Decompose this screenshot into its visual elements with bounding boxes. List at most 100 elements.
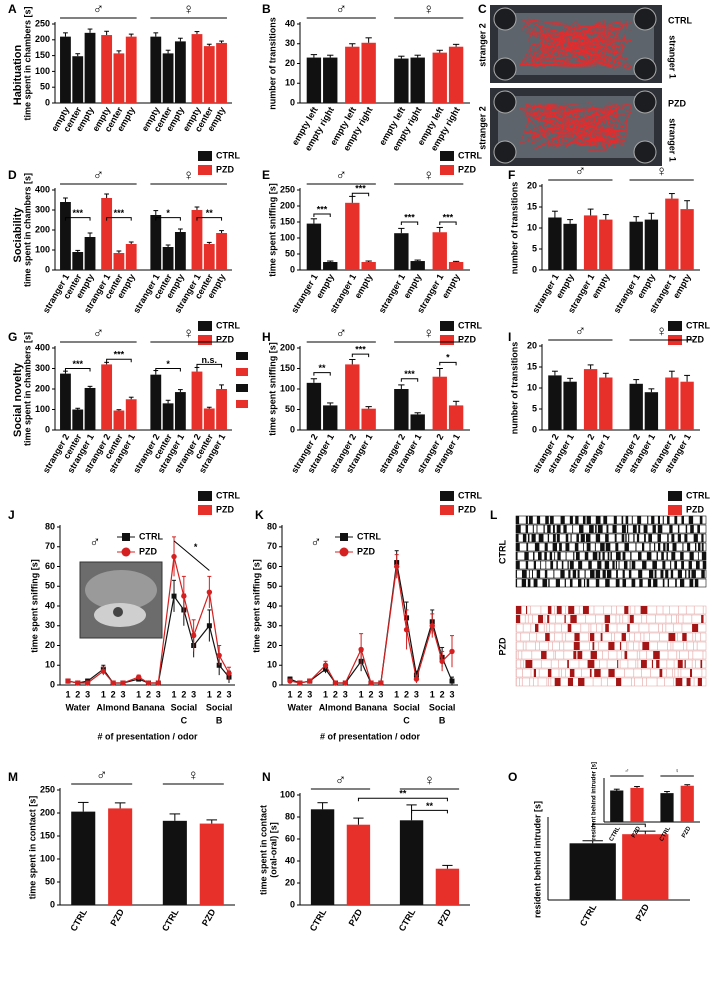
annotation-line — [173, 540, 210, 571]
group-label: ♀ — [656, 163, 667, 180]
raster-event — [667, 579, 670, 587]
y-tick-label: 20 — [45, 640, 55, 650]
bar — [216, 389, 227, 430]
bar — [448, 46, 464, 103]
x-tick-label: 1 — [101, 689, 106, 699]
raster-event — [627, 660, 629, 668]
x-subgroup-label: B — [216, 715, 223, 725]
raster-row — [515, 659, 707, 669]
x-group-label: Social — [206, 702, 233, 712]
raster-event — [701, 543, 704, 551]
y-tick-label: 100 — [280, 383, 295, 393]
raster-event — [695, 660, 696, 668]
marker — [145, 680, 152, 686]
raster-event — [559, 642, 560, 650]
x-tick-label: 2 — [440, 689, 445, 699]
raster-event — [521, 651, 523, 659]
raster-event — [654, 570, 657, 578]
raster-event — [694, 579, 699, 587]
raster-event — [545, 516, 549, 524]
raster-event — [536, 516, 541, 524]
marker — [216, 652, 222, 659]
raster-event — [621, 525, 626, 533]
raster-event — [606, 525, 609, 533]
raster-event — [616, 678, 622, 686]
y-axis-label: time spent sniffing [s] — [251, 559, 261, 653]
raster-event — [570, 534, 572, 542]
bar — [84, 32, 96, 103]
raster-event — [700, 633, 701, 641]
chamber-label: stranger 1 — [668, 118, 678, 162]
photo-cup — [633, 7, 657, 31]
bar — [548, 375, 562, 430]
x-subgroup-label: C — [181, 715, 188, 725]
raster-event — [674, 561, 678, 569]
panel-letter: I — [508, 330, 511, 344]
bar — [216, 42, 227, 103]
raster-event — [516, 606, 522, 614]
x-tick-label: 2 — [404, 689, 409, 699]
x-tick-label: CTRL — [308, 907, 329, 933]
bar — [203, 408, 215, 430]
bar — [150, 36, 162, 103]
raster-event — [696, 642, 698, 650]
y-axis-label: time spent in chambers [s] — [22, 173, 32, 287]
y-tick-label: 80 — [267, 521, 277, 531]
raster-event — [677, 525, 680, 533]
raster-event — [588, 633, 589, 641]
raster-event — [661, 552, 664, 560]
raster-event — [627, 624, 630, 632]
bar — [323, 405, 338, 430]
raster-event — [619, 642, 622, 650]
raster-event — [516, 615, 521, 623]
raster-event — [590, 570, 595, 578]
raster-event — [622, 615, 624, 623]
raster-event — [702, 651, 704, 659]
raster-event — [677, 633, 678, 641]
raster-event — [656, 606, 658, 614]
raster-event — [565, 534, 569, 542]
x-tick-label: 1 — [65, 689, 70, 699]
raster-event — [568, 606, 575, 614]
raster-event — [690, 525, 694, 533]
y-tick-label: 100 — [35, 404, 50, 414]
raster-event — [672, 543, 677, 551]
bar — [113, 410, 125, 430]
y-tick-label: 250 — [280, 184, 295, 194]
raster-event — [615, 552, 621, 560]
raster-event — [536, 570, 541, 578]
group-label: ♂ — [336, 167, 347, 184]
raster-event — [604, 561, 610, 569]
raster-event — [544, 570, 548, 578]
raster-event — [667, 651, 669, 659]
raster-event — [673, 678, 674, 686]
raster-event — [677, 669, 679, 677]
raster-event — [656, 552, 658, 560]
raster-event — [632, 525, 637, 533]
y-tick-label: 20 — [285, 877, 295, 887]
raster-event — [619, 615, 621, 623]
bar — [583, 369, 598, 430]
y-axis-label: time spent in chambers [s] — [22, 6, 32, 120]
raster-event — [630, 552, 632, 560]
legend-swatch — [198, 165, 212, 175]
bar — [644, 219, 659, 270]
raster-event — [536, 633, 538, 641]
panel-letter: M — [8, 770, 18, 784]
raster-event — [561, 633, 563, 641]
y-tick-label: 5 — [532, 403, 537, 413]
raster-event — [626, 642, 627, 650]
raster-event — [687, 543, 691, 551]
raster-event — [549, 552, 553, 560]
annotation: *** — [404, 212, 415, 222]
raster-event — [561, 624, 562, 632]
raster-event — [624, 669, 625, 677]
raster-event — [556, 606, 562, 614]
raster-event — [556, 561, 558, 569]
y-tick-label: 30 — [45, 620, 55, 630]
panel-letter: B — [262, 2, 271, 16]
y-tick-label: 50 — [40, 82, 50, 92]
x-tick-label: 3 — [120, 689, 125, 699]
x-tick-label: 1 — [287, 689, 292, 699]
raster-event — [607, 651, 609, 659]
